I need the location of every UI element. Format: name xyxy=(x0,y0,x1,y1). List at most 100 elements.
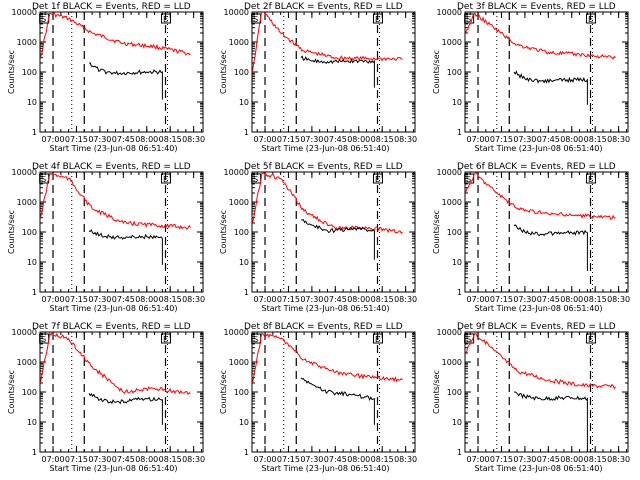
x-tick-label: 08:00 xyxy=(135,295,158,304)
x-tick-label: 08:15 xyxy=(371,455,394,464)
y-tick-label: 1000 xyxy=(229,358,249,367)
x-tick-label: 07:00 xyxy=(253,135,276,144)
y-tick-label: 10 xyxy=(27,258,37,267)
y-tick-label: 100 xyxy=(22,228,37,237)
series-line-lld xyxy=(40,12,191,58)
x-tick-label: 07:15 xyxy=(277,295,300,304)
y-tick-label: 100 xyxy=(447,228,462,237)
y-tick-label: 1000 xyxy=(229,38,249,47)
end-box xyxy=(586,173,597,184)
series-line-events xyxy=(514,391,588,452)
end-box xyxy=(586,333,597,344)
start-box-label: S xyxy=(253,175,258,184)
y-tick-label: 10 xyxy=(452,258,462,267)
y-tick-label: 100 xyxy=(234,388,249,397)
end-box xyxy=(373,173,384,184)
y-axis-label: Counts/sec xyxy=(432,370,441,414)
y-tick-label: 10000 xyxy=(437,328,462,337)
series-line-events xyxy=(513,70,588,105)
plot-panel-7: Det 7f BLACK = Events, RED = LLD 1 10 100 10… xyxy=(7,322,205,473)
x-tick-label: 07:45 xyxy=(324,455,347,464)
series-line-lld xyxy=(252,12,403,73)
x-tick-label: 07:00 xyxy=(253,295,276,304)
plot-frame xyxy=(464,331,629,453)
x-tick-label: 07:15 xyxy=(490,135,513,144)
x-axis-label: Start Time (23-Jun-08 06:51:40) xyxy=(50,304,178,313)
series-line-events xyxy=(300,55,375,88)
end-box-label: E xyxy=(588,175,593,184)
panel-title: Det 4f BLACK = Events, RED = LLD xyxy=(32,162,191,172)
series-line-lld xyxy=(252,172,403,235)
y-tick-label: 10000 xyxy=(12,8,37,17)
x-tick-label: 08:00 xyxy=(135,455,158,464)
x-tick-label: 08:00 xyxy=(560,455,583,464)
start-box-label: S xyxy=(466,175,471,184)
end-box xyxy=(161,333,172,344)
x-tick-label: 08:30 xyxy=(394,295,417,304)
start-box-label: S xyxy=(253,15,258,24)
x-tick-label: 07:30 xyxy=(300,135,323,144)
y-axis-label: Counts/sec xyxy=(432,210,441,254)
x-tick-label: 07:45 xyxy=(112,455,135,464)
x-tick-label: 08:30 xyxy=(607,455,630,464)
x-tick-label: 07:00 xyxy=(41,455,64,464)
start-box-label: S xyxy=(253,335,258,344)
x-tick-label: 07:00 xyxy=(466,135,489,144)
panel-title: Det 7f BLACK = Events, RED = LLD xyxy=(32,322,191,332)
x-tick-label: 07:00 xyxy=(253,455,276,464)
plot-panel-2: Det 2f BLACK = Events, RED = LLD 1 10 100 10… xyxy=(219,2,417,153)
series-line-events xyxy=(89,62,163,100)
x-tick-label: 07:15 xyxy=(65,455,88,464)
y-axis-label: Counts/sec xyxy=(432,50,441,94)
y-tick-label: 100 xyxy=(22,388,37,397)
y-axis-label: Counts/sec xyxy=(219,370,228,414)
x-tick-label: 08:30 xyxy=(182,135,205,144)
start-box xyxy=(464,173,475,184)
start-box-label: S xyxy=(466,335,471,344)
y-axis-label: Counts/sec xyxy=(7,50,16,94)
x-tick-label: 08:15 xyxy=(371,135,394,144)
y-tick-label: 1 xyxy=(32,448,37,457)
x-tick-label: 08:15 xyxy=(584,295,607,304)
series-line-lld xyxy=(465,172,616,221)
panel-title: Det 6f BLACK = Events, RED = LLD xyxy=(457,162,616,172)
y-tick-label: 10 xyxy=(239,418,249,427)
y-tick-label: 1000 xyxy=(229,198,249,207)
x-axis-label: Start Time (23-Jun-08 06:51:40) xyxy=(262,144,390,153)
end-box xyxy=(161,173,172,184)
series-line-lld xyxy=(40,172,191,230)
x-tick-label: 07:30 xyxy=(88,455,111,464)
y-tick-label: 10000 xyxy=(437,8,462,17)
x-axis-label: Start Time (23-Jun-08 06:51:40) xyxy=(475,144,603,153)
series-line-events xyxy=(88,229,163,265)
x-tick-label: 07:45 xyxy=(537,295,560,304)
series-line-lld xyxy=(465,12,616,60)
end-box-label: E xyxy=(375,335,380,344)
y-axis-label: Counts/sec xyxy=(7,370,16,414)
x-tick-label: 07:45 xyxy=(537,455,560,464)
x-axis-label: Start Time (23-Jun-08 06:51:40) xyxy=(50,464,178,473)
x-tick-label: 07:00 xyxy=(41,135,64,144)
y-tick-label: 10000 xyxy=(437,168,462,177)
x-tick-label: 08:30 xyxy=(394,135,417,144)
y-tick-label: 1 xyxy=(457,128,462,137)
end-box xyxy=(161,13,172,24)
x-tick-label: 07:15 xyxy=(65,295,88,304)
x-axis-label: Start Time (23-Jun-08 06:51:40) xyxy=(262,464,390,473)
start-box-label: S xyxy=(41,15,46,24)
panel-title: Det 8f BLACK = Events, RED = LLD xyxy=(244,322,403,332)
x-axis-label: Start Time (23-Jun-08 06:51:40) xyxy=(50,144,178,153)
start-box xyxy=(464,13,475,24)
end-box xyxy=(373,333,384,344)
plot-panel-5: Det 5f BLACK = Events, RED = LLD 1 10 100 10… xyxy=(219,162,417,313)
x-tick-label: 08:15 xyxy=(371,295,394,304)
x-tick-label: 07:45 xyxy=(112,135,135,144)
x-tick-label: 07:30 xyxy=(300,295,323,304)
y-tick-label: 1 xyxy=(244,448,249,457)
y-tick-label: 10000 xyxy=(12,168,37,177)
y-tick-label: 1000 xyxy=(17,358,37,367)
panel-title: Det 9f BLACK = Events, RED = LLD xyxy=(457,322,616,332)
series-line-events xyxy=(300,219,375,260)
x-axis-label: Start Time (23-Jun-08 06:51:40) xyxy=(262,304,390,313)
x-tick-label: 07:30 xyxy=(88,135,111,144)
